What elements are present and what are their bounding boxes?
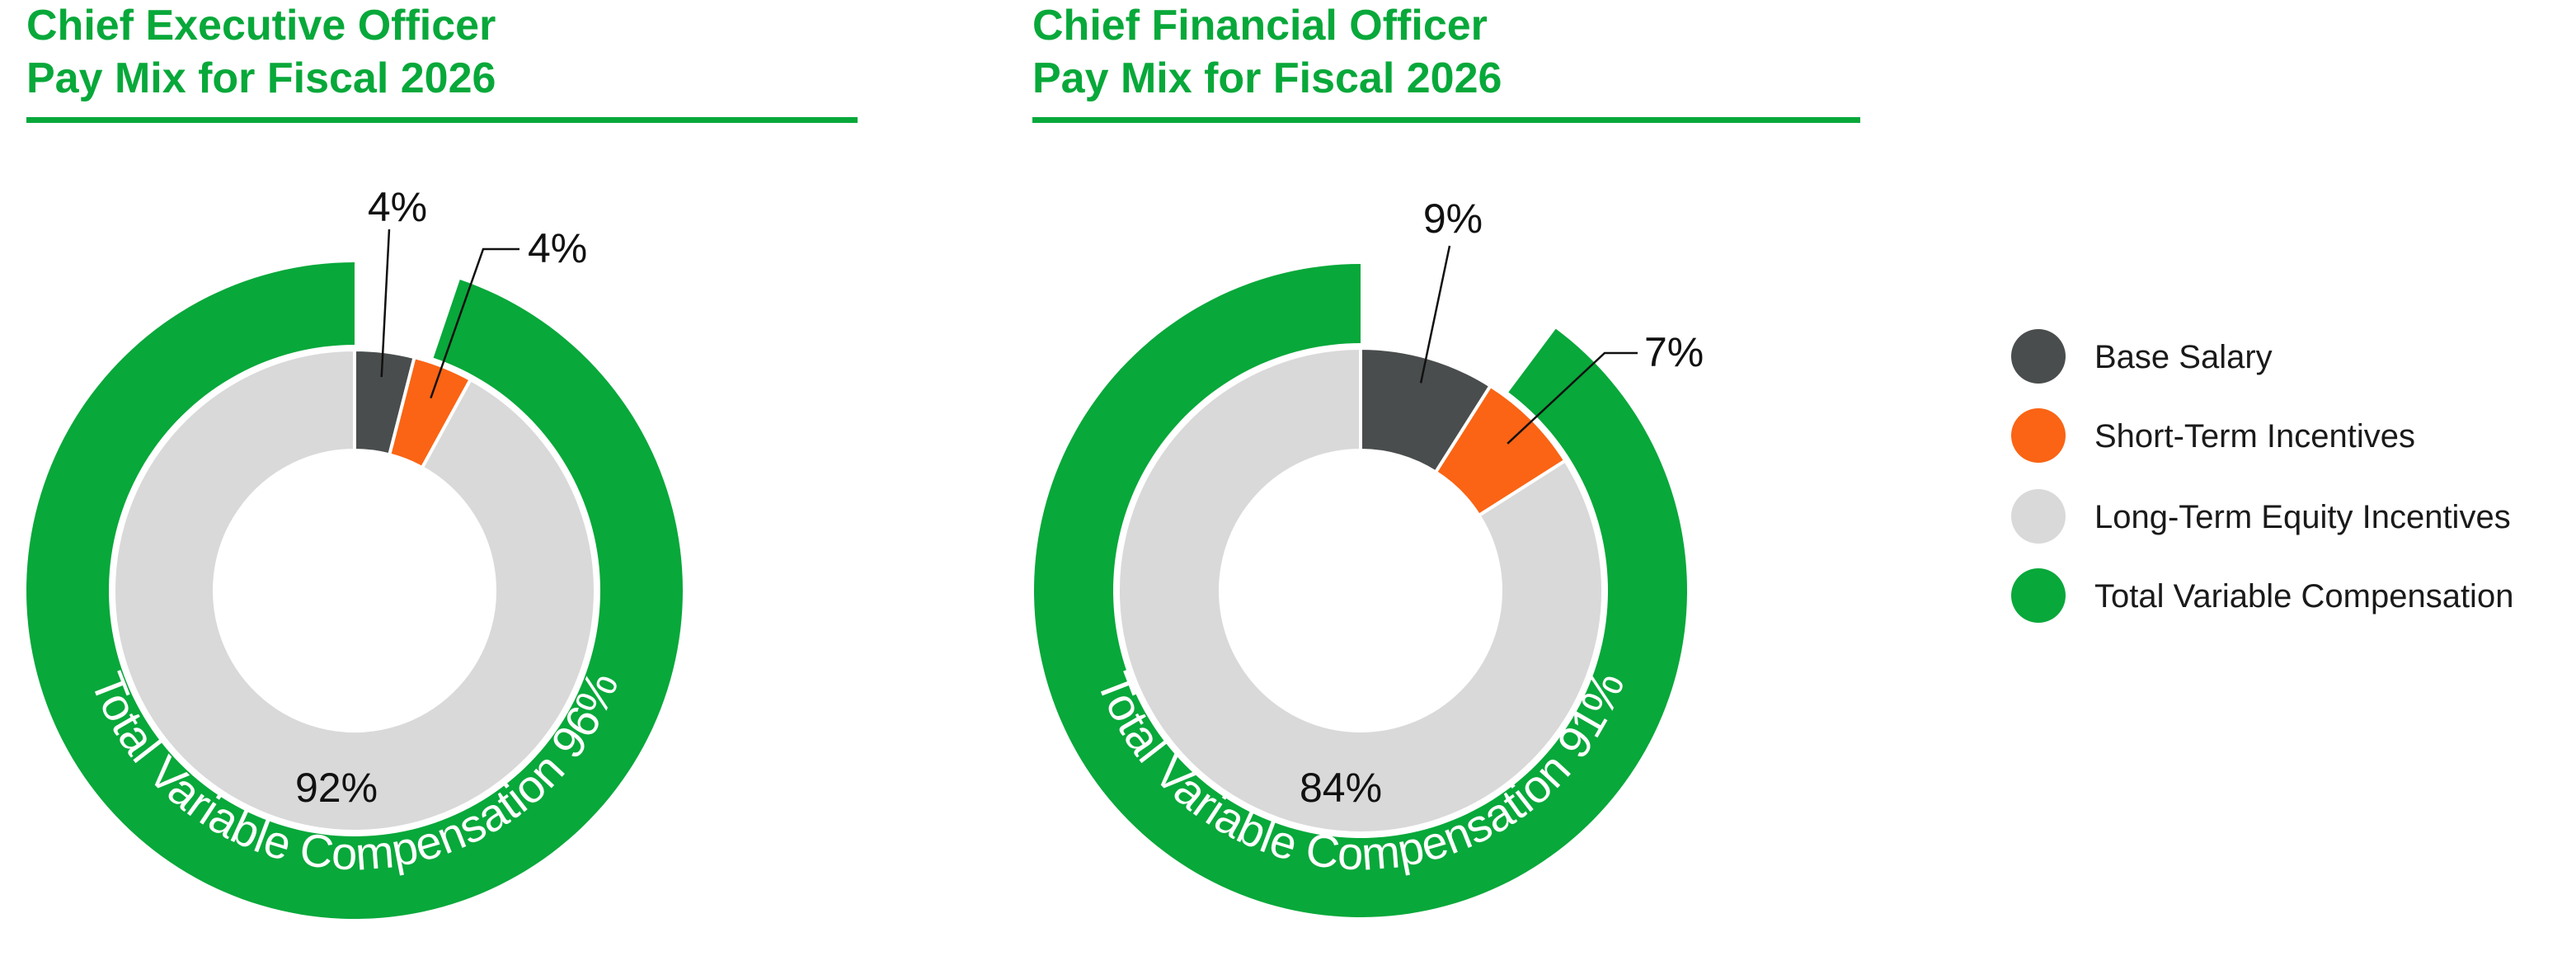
legend-label-base-salary: Base Salary xyxy=(2094,339,2273,375)
ceo-title-line1: Chief Executive Officer xyxy=(26,2,496,49)
legend-swatch-total-variable-compensation xyxy=(2011,568,2066,623)
cfo-title-line1: Chief Financial Officer xyxy=(1032,2,1488,49)
ceo-base-salary-label: 4% xyxy=(368,184,427,230)
cfo-title-underline xyxy=(1032,117,1860,123)
ceo-short-term-label: 4% xyxy=(528,225,587,271)
legend-swatch-base-salary xyxy=(2011,329,2066,384)
legend-item-long-term-equity-incentives: Long-Term Equity Incentives xyxy=(2011,489,2511,544)
legend-label-total-variable-compensation: Total Variable Compensation xyxy=(2094,578,2513,615)
legend-swatch-short-term-incentives xyxy=(2011,408,2066,463)
cfo-base-salary-label: 9% xyxy=(1423,195,1483,242)
legend-label-long-term-equity-incentives: Long-Term Equity Incentives xyxy=(2094,499,2511,535)
ceo-short-term-leader-line xyxy=(430,247,519,399)
ceo-title-line2: Pay Mix for Fiscal 2026 xyxy=(26,54,496,102)
legend-item-total-variable-compensation: Total Variable Compensation xyxy=(2011,568,2513,623)
cfo-long-term-slice xyxy=(1116,346,1605,835)
legend-item-base-salary: Base Salary xyxy=(2011,329,2273,384)
legend-label-short-term-incentives: Short-Term Incentives xyxy=(2094,418,2415,454)
legend: Base Salary Short-Term Incentives Long-T… xyxy=(2011,329,2513,623)
ceo-long-term-label: 92% xyxy=(295,765,378,811)
cfo-base-salary-leader-line xyxy=(1419,245,1451,384)
ceo-title-underline xyxy=(26,117,858,123)
ceo-long-term-slice xyxy=(112,347,598,833)
legend-swatch-long-term-equity-incentives xyxy=(2011,489,2066,544)
legend-item-short-term-incentives: Short-Term Incentives xyxy=(2011,408,2415,463)
cfo-short-term-label: 7% xyxy=(1644,329,1704,375)
ceo-base-salary-leader-line xyxy=(380,228,391,378)
cfo-chart: Chief Financial Officer Pay Mix for Fisc… xyxy=(1032,2,1860,917)
cfo-title-line2: Pay Mix for Fiscal 2026 xyxy=(1032,54,1502,102)
cfo-short-term-leader-line xyxy=(1507,351,1638,445)
ceo-chart: Chief Executive Officer Pay Mix for Fisc… xyxy=(26,2,858,919)
cfo-long-term-label: 84% xyxy=(1300,765,1382,811)
